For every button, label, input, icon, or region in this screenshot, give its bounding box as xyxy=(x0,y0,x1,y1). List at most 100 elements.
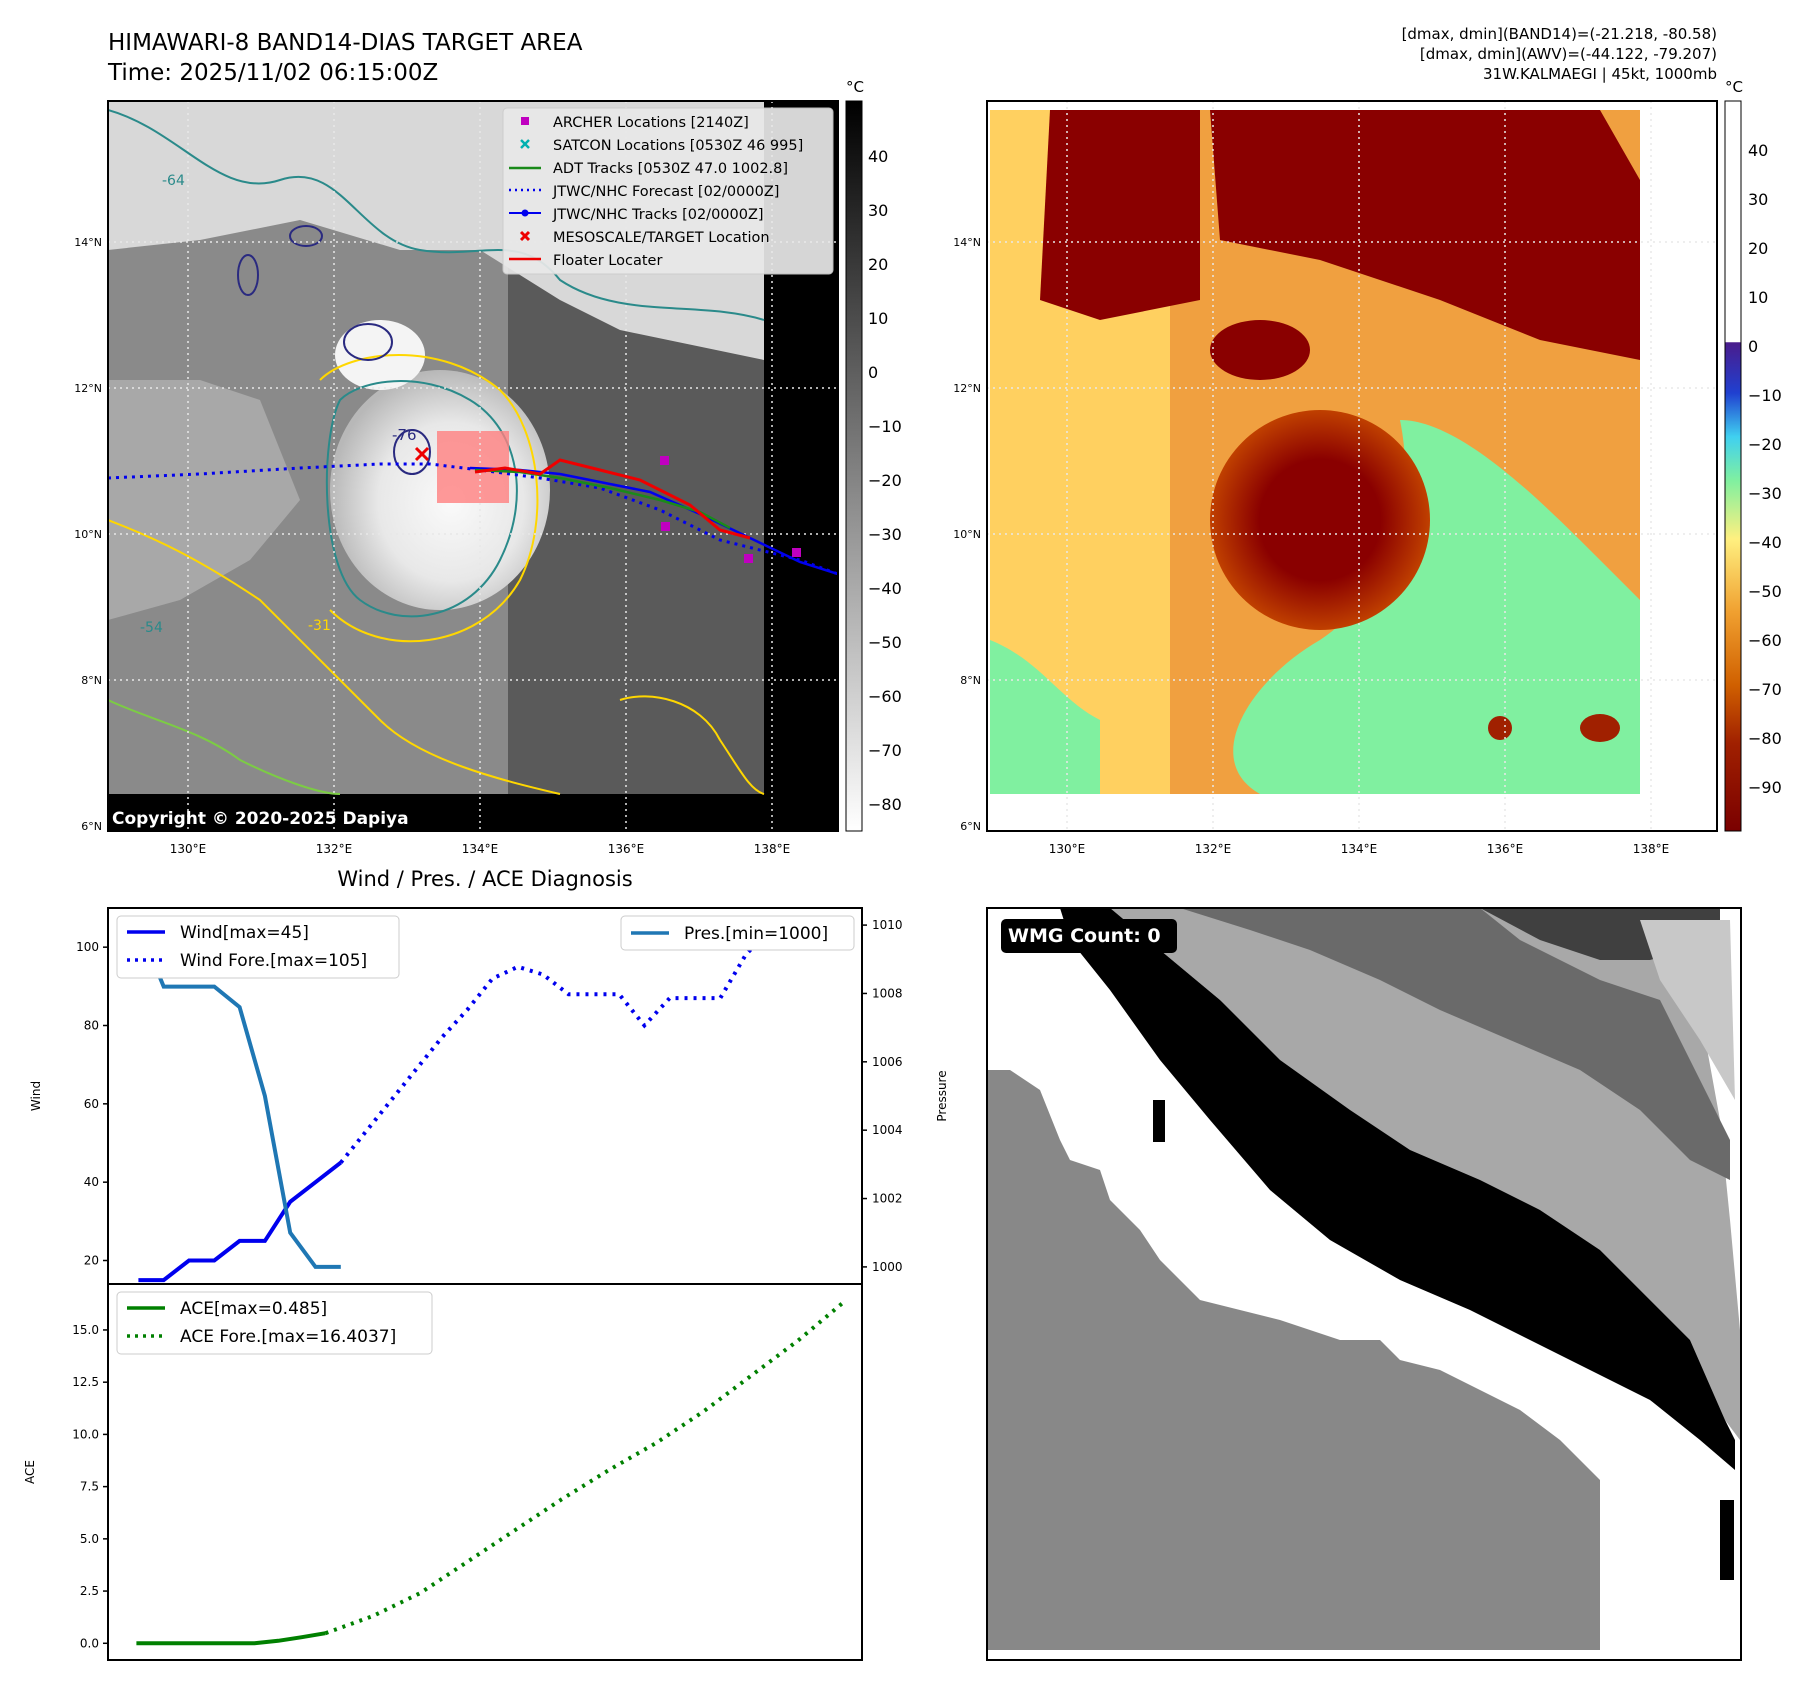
legend-ace-forecast: ACE Fore.[max=16.4037] xyxy=(180,1327,396,1347)
ir-cbar-tick-m30: −30 xyxy=(868,525,902,544)
awv-cbar-tick-m20: −20 xyxy=(1748,435,1782,454)
legend-satcon: SATCON Locations [0530Z 46 995] xyxy=(553,138,803,154)
wmg-count-text: WMG Count: 0 xyxy=(1008,925,1161,947)
awv-cbar-tick-m70: −70 xyxy=(1748,680,1782,699)
map-lon-138: 138°E xyxy=(754,842,791,856)
awv-lon-130: 130°E xyxy=(1049,842,1086,856)
awv-lat-6: 6°N xyxy=(960,820,981,833)
legend-adt: ADT Tracks [0530Z 47.0 1002.8] xyxy=(553,161,788,177)
awv-colorbar-ticks: 40 30 20 10 0 −10 −20 −30 −40 −50 −60 −7… xyxy=(1748,141,1782,797)
cloud-band-west xyxy=(108,380,300,620)
ir-cbar-tick-0: 0 xyxy=(868,363,878,382)
contour-storm xyxy=(325,380,518,618)
awv-cbar-tick-m50: −50 xyxy=(1748,582,1782,601)
ir-cbar-tick-m80: −80 xyxy=(868,795,902,814)
wind-y-tick-label: 100 xyxy=(76,940,99,954)
ir-cbar-tick-30: 30 xyxy=(868,201,888,220)
awv-map-panel: 14°N 12°N 10°N 8°N 6°N 130°E 132°E 134°E… xyxy=(953,78,1782,856)
pressure-y-tick-label: 1004 xyxy=(872,1123,903,1137)
wind-y-tick-label: 40 xyxy=(84,1175,99,1189)
ir-cbar-tick-m70: −70 xyxy=(868,741,902,760)
wind-axis-label: Wind xyxy=(29,1081,43,1111)
map-lon-134: 134°E xyxy=(462,842,499,856)
wind-y-tick-label: 20 xyxy=(84,1254,99,1268)
wmg-band-gray xyxy=(987,1070,1600,1650)
floater-track xyxy=(474,458,751,540)
ir-cbar-tick-40: 40 xyxy=(868,147,888,166)
ir-colorbar-ticks: 40 30 20 10 0 −10 −20 −30 −40 −50 −60 −7… xyxy=(868,147,902,814)
ir-cbar-tick-m60: −60 xyxy=(868,687,902,706)
ace-y-tick-label: 5.0 xyxy=(80,1532,99,1546)
legend-ace: ACE[max=0.485] xyxy=(180,1299,327,1319)
awv-lon-138: 138°E xyxy=(1633,842,1670,856)
wmg-panel: WMG Count: 0 xyxy=(986,907,1742,1661)
ace-y-tick-label: 0.0 xyxy=(80,1636,99,1650)
wind-plot-area xyxy=(136,924,773,1283)
legend-track: JTWC/NHC Tracks [02/0000Z] xyxy=(552,207,764,223)
awv-dry-north xyxy=(1040,110,1200,320)
ir-cbar-tick-m20: −20 xyxy=(868,471,902,490)
ace-plot-area xyxy=(136,1299,847,1646)
figure-title: HIMAWARI-8 BAND14-DIAS TARGET AREA xyxy=(108,30,583,56)
ir-cbar-tick-m50: −50 xyxy=(868,633,902,652)
target-location-marker xyxy=(414,446,430,462)
ace-y-tick-label: 12.5 xyxy=(72,1375,99,1389)
pressure-axis-label: Pressure xyxy=(935,1070,949,1121)
pressure-y-tick-label: 1008 xyxy=(872,986,903,1000)
ir-colorbar xyxy=(845,100,863,832)
awv-cbar-tick-m90: −90 xyxy=(1748,778,1782,797)
ace-legend: ACE[max=0.485] ACE Fore.[max=16.4037] xyxy=(116,1291,433,1355)
info-storm: 31W.KALMAEGI | 45kt, 1000mb xyxy=(1483,65,1717,83)
map-lat-12: 12°N xyxy=(74,382,102,395)
wmg-band-dark xyxy=(1060,908,1735,1470)
map-lat-6: 6°N xyxy=(81,820,102,833)
awv-lat-10: 10°N xyxy=(953,528,981,541)
ace-y-ticks: 15.0 12.5 10.0 7.5 5.0 2.5 0.0 xyxy=(72,1323,108,1650)
series-line-ace xyxy=(136,1631,326,1646)
archer-points xyxy=(660,456,801,563)
awv-lat-14: 14°N xyxy=(953,236,981,249)
map-legend: ARCHER Locations [2140Z] SATCON Location… xyxy=(502,107,834,275)
awv-cbar-tick-40: 40 xyxy=(1748,141,1768,160)
map-lat-10: 10°N xyxy=(74,528,102,541)
ace-y-tick-label: 7.5 xyxy=(80,1480,99,1494)
series-line-wind xyxy=(138,1161,343,1283)
legend-target-marker xyxy=(519,230,531,242)
pressure-y-tick-label: 1002 xyxy=(872,1192,903,1206)
legend-wind: Wind[max=45] xyxy=(180,923,309,943)
awv-lat-8: 8°N xyxy=(960,674,981,687)
awv-cbar-tick-10: 10 xyxy=(1748,288,1768,307)
awv-lon-136: 136°E xyxy=(1487,842,1524,856)
awv-gridlines xyxy=(987,101,1717,831)
legend-pressure: Pres.[min=1000] xyxy=(684,924,828,944)
legend-floater: Floater Locater xyxy=(553,253,662,269)
pressure-y-tick-label: 1010 xyxy=(872,918,903,932)
map-lon-136: 136°E xyxy=(608,842,645,856)
ace-y-tick-label: 2.5 xyxy=(80,1584,99,1598)
awv-cbar-tick-m60: −60 xyxy=(1748,631,1782,650)
awv-lat-labels: 14°N 12°N 10°N 8°N 6°N xyxy=(953,236,981,833)
awv-lon-134: 134°E xyxy=(1341,842,1378,856)
wind-y-ticks: 100 80 60 40 20 xyxy=(76,940,108,1268)
awv-cbar-tick-0: 0 xyxy=(1748,337,1758,356)
wind-legend: Wind[max=45] Wind Fore.[max=105] Pres.[m… xyxy=(116,915,855,979)
ir-map-panel: -64 -76 -54 -31 xyxy=(74,78,902,856)
contour-label-1: -64 xyxy=(162,173,185,189)
contour-label-4: -31 xyxy=(308,618,331,634)
wind-pressure-panel: Wind / Pres. / ACE Diagnosis Wind Pressu… xyxy=(29,867,949,1285)
legend-wind-forecast: Wind Fore.[max=105] xyxy=(180,951,367,971)
ace-axis-label: ACE xyxy=(23,1460,37,1484)
awv-cbar-tick-m10: −10 xyxy=(1748,386,1782,405)
map-lat-labels: 14°N 12°N 10°N 8°N 6°N xyxy=(74,236,102,833)
contour-label-2: -76 xyxy=(392,426,417,444)
pressure-y-tick-label: 1006 xyxy=(872,1055,903,1069)
awv-moist-region xyxy=(1233,420,1640,794)
pressure-y-tick-label: 1000 xyxy=(872,1260,903,1274)
jtwc-forecast-track xyxy=(108,462,838,576)
awv-cbar-tick-20: 20 xyxy=(1748,239,1768,258)
awv-colorbar xyxy=(1724,100,1742,832)
map-lon-130: 130°E xyxy=(170,842,207,856)
pressure-y-ticks: 1010 1008 1006 1004 1002 1000 xyxy=(862,918,903,1274)
ace-panel: ACE 15.0 12.5 10.0 7.5 5.0 2.5 0.0 ACE[max=0.4… xyxy=(23,1283,863,1661)
